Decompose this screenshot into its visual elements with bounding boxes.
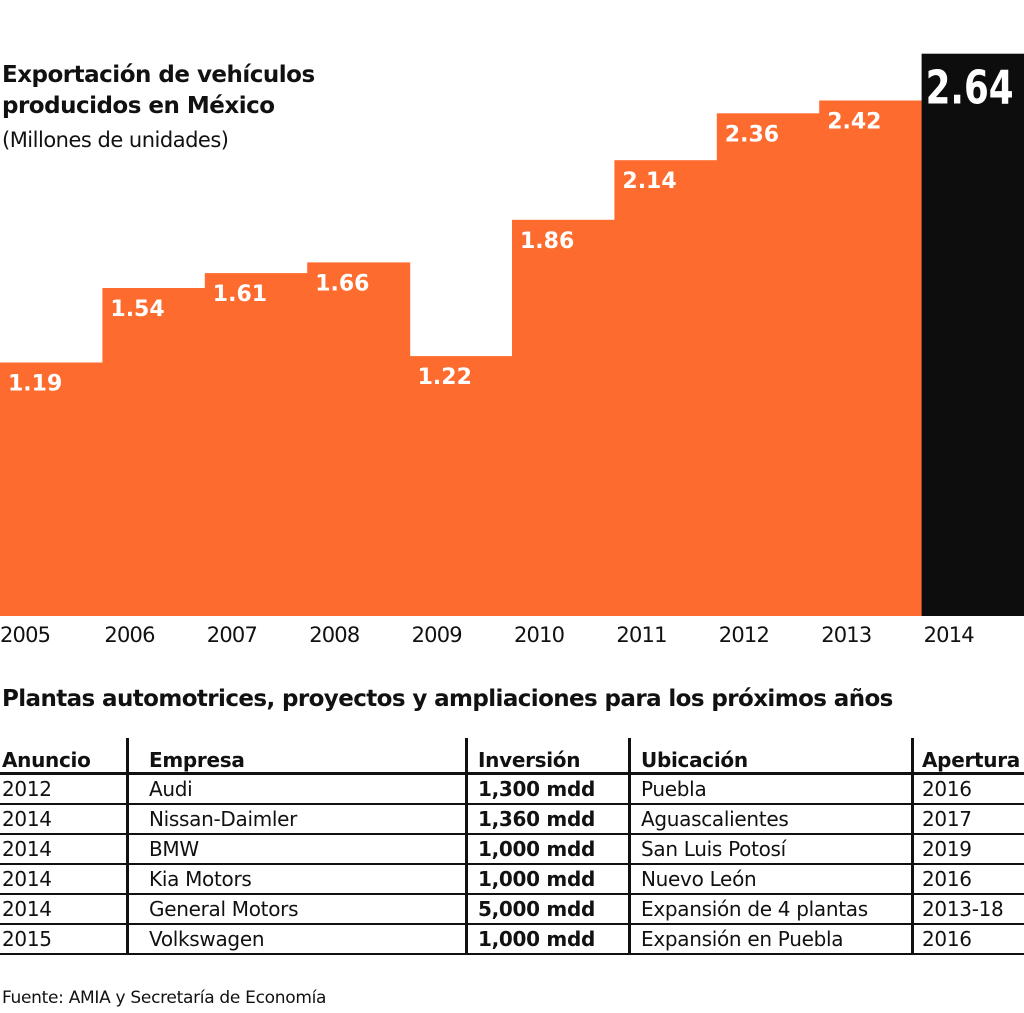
- value-label-2008: 1.66: [315, 271, 369, 296]
- bar-2012: [716, 113, 820, 617]
- cell-anuncio: 2014: [0, 894, 128, 925]
- x-tick-label-2005: 2005: [0, 623, 50, 647]
- source-note: Fuente: AMIA y Secretaría de Economía: [2, 988, 327, 1008]
- x-tick-label-2007: 2007: [207, 623, 257, 647]
- x-tick-label-2010: 2010: [514, 623, 564, 647]
- bar-2013: [819, 100, 923, 616]
- cell-ubicacion: Puebla: [628, 773, 913, 805]
- cell-anuncio: 2014: [0, 834, 128, 865]
- value-label-2012: 2.36: [725, 122, 779, 147]
- cell-empresa: General Motors: [126, 894, 467, 925]
- value-label-2011: 2.14: [622, 169, 676, 194]
- cell-empresa: BMW: [126, 834, 467, 865]
- table-row: 2012 Audi 1,300 mdd Puebla 2016: [0, 773, 1024, 805]
- table-row: 2014 Kia Motors 1,000 mdd Nuevo León 2016: [0, 864, 1024, 895]
- x-tick-label-2011: 2011: [616, 623, 666, 647]
- cell-inversion: 1,360 mdd: [465, 804, 630, 835]
- chart-title-line1: Exportación de vehículos: [2, 62, 315, 88]
- table-header-row: Anuncio Empresa Inversión Ubicación Aper…: [0, 738, 1024, 775]
- table-row: 2014 Nissan-Daimler 1,360 mdd Aguascaliente…: [0, 804, 1024, 835]
- bar-2007: [204, 273, 308, 616]
- value-label-2007: 1.61: [213, 282, 267, 307]
- cell-apertura: 2017: [911, 804, 1024, 835]
- cell-apertura: 2016: [911, 924, 1024, 955]
- value-label-2006: 1.54: [110, 297, 164, 322]
- cell-anuncio: 2015: [0, 924, 128, 955]
- cell-apertura: 2016: [911, 864, 1024, 895]
- cell-anuncio: 2012: [0, 773, 128, 805]
- cell-anuncio: 2014: [0, 804, 128, 835]
- x-tick-label-2009: 2009: [412, 623, 462, 647]
- column-header-empresa: Empresa: [126, 738, 467, 775]
- column-header-inversion: Inversión: [465, 738, 630, 775]
- plants-table: Anuncio Empresa Inversión Ubicación Aper…: [0, 738, 1024, 955]
- chart-subtitle: (Millones de unidades): [2, 128, 229, 152]
- cell-inversion: 1,000 mdd: [465, 834, 630, 865]
- value-label-2005: 1.19: [8, 372, 62, 397]
- bar-2010: [512, 219, 615, 617]
- value-label-2013: 2.42: [827, 110, 881, 135]
- bar-2011: [614, 160, 718, 616]
- x-tick-label-2013: 2013: [821, 623, 871, 647]
- cell-ubicacion: Expansión de 4 plantas: [628, 894, 913, 925]
- bar-2009: [409, 356, 513, 616]
- column-header-anuncio: Anuncio: [0, 738, 128, 775]
- cell-inversion: 1,300 mdd: [465, 773, 630, 805]
- cell-empresa: Nissan-Daimler: [126, 804, 467, 835]
- cell-ubicacion: Aguascalientes: [628, 804, 913, 835]
- table-row: 2015 Volkswagen 1,000 mdd Expansión en Pueb…: [0, 924, 1024, 955]
- cell-apertura: 2019: [911, 834, 1024, 865]
- cell-empresa: Volkswagen: [126, 924, 467, 955]
- cell-empresa: Audi: [126, 773, 467, 805]
- table-row: 2014 BMW 1,000 mdd San Luis Potosí 2019: [0, 834, 1024, 865]
- cell-ubicacion: San Luis Potosí: [628, 834, 913, 865]
- export-chart: 1.19 2005 1.54 2006 1.61 2007 1.66 2008 1.22 2009…: [0, 53, 1024, 647]
- value-label-2014: 2.64: [926, 61, 1014, 115]
- cell-ubicacion: Nuevo León: [628, 864, 913, 895]
- bar-2014: [921, 53, 1024, 616]
- cell-inversion: 1,000 mdd: [465, 864, 630, 895]
- x-tick-label-2014: 2014: [924, 623, 975, 647]
- chart-title-line2: producidos en México: [2, 93, 275, 119]
- column-header-ubicacion: Ubicación: [628, 738, 913, 775]
- value-label-2010: 1.86: [520, 229, 574, 254]
- column-header-apertura: Apertura: [911, 738, 1024, 775]
- cell-empresa: Kia Motors: [126, 864, 467, 895]
- x-tick-label-2006: 2006: [104, 623, 155, 647]
- cell-apertura: 2013-18: [911, 894, 1024, 925]
- x-tick-label-2012: 2012: [719, 623, 769, 647]
- value-label-2009: 1.22: [418, 365, 472, 390]
- table-title: Plantas automotrices, proyectos y amplia…: [2, 686, 893, 712]
- chart-title: Exportación de vehículos producidos en M…: [2, 60, 315, 122]
- cell-anuncio: 2014: [0, 864, 128, 895]
- bar-2008: [307, 262, 411, 616]
- bar-2005: [0, 362, 103, 616]
- x-tick-label-2008: 2008: [309, 623, 359, 647]
- cell-apertura: 2016: [911, 773, 1024, 805]
- table-row: 2014 General Motors 5,000 mdd Expansión de …: [0, 894, 1024, 925]
- cell-ubicacion: Expansión en Puebla: [628, 924, 913, 955]
- bar-2006: [102, 288, 206, 616]
- cell-inversion: 1,000 mdd: [465, 924, 630, 955]
- cell-inversion: 5,000 mdd: [465, 894, 630, 925]
